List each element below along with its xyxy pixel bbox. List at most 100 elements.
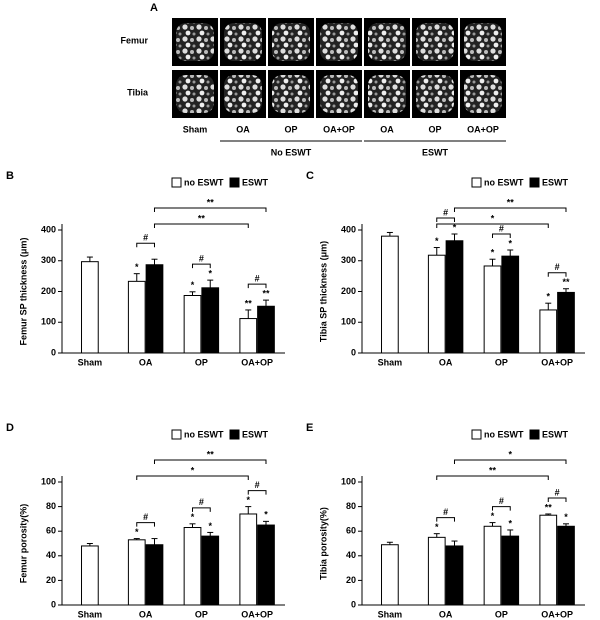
- bar: [483, 265, 502, 354]
- significance-marker: *: [508, 238, 512, 248]
- significance-bracket: [547, 497, 567, 502]
- significance-marker: **: [245, 298, 253, 308]
- legend-label: no ESWT: [484, 177, 524, 187]
- micro-ct-image: [416, 23, 454, 61]
- legend-swatch: [529, 177, 540, 188]
- y-tick-label: 300: [41, 255, 56, 265]
- micro-ct-image: [320, 75, 358, 113]
- bracket-label: #: [143, 512, 148, 522]
- significance-marker: *: [247, 495, 251, 505]
- significance-bracket: [453, 459, 567, 464]
- x-tick-label: Sham: [78, 357, 103, 367]
- bar: [201, 535, 220, 606]
- y-tick-label: 0: [51, 347, 56, 357]
- bar: [381, 544, 399, 606]
- y-tick-label: 400: [341, 224, 356, 234]
- significance-marker: **: [262, 288, 270, 298]
- micro-ct-image: [320, 23, 358, 61]
- x-tick-label: OP: [495, 609, 508, 619]
- significance-marker: *: [191, 280, 195, 290]
- significance-bracket: [492, 233, 511, 238]
- y-tick-label: 80: [346, 501, 356, 511]
- significance-bracket: [453, 207, 567, 212]
- x-tick-label: OA: [439, 357, 453, 367]
- column-label: OA: [380, 124, 394, 134]
- bar: [145, 544, 164, 606]
- legend-swatch: [529, 429, 540, 440]
- bar: [557, 291, 575, 354]
- micro-ct-image: [176, 23, 214, 61]
- significance-bracket: [136, 475, 249, 480]
- significance-marker: **: [545, 502, 553, 512]
- row-label: Femur: [120, 35, 148, 45]
- significance-marker: *: [508, 518, 512, 528]
- x-tick-label: OA+OP: [541, 357, 573, 367]
- y-tick-label: 60: [346, 526, 356, 536]
- bar: [539, 514, 558, 606]
- significance-marker: *: [491, 248, 495, 258]
- y-tick-label: 20: [346, 575, 356, 585]
- bracket-label: **: [198, 213, 206, 223]
- legend-label: no ESWT: [184, 177, 224, 187]
- bracket-label: #: [443, 507, 448, 517]
- legend-swatch: [171, 177, 182, 188]
- bracket-label: **: [207, 197, 215, 207]
- x-tick-label: OP: [195, 609, 208, 619]
- panel-letter: D: [6, 422, 14, 434]
- bar: [127, 539, 146, 606]
- y-tick-label: 40: [46, 550, 56, 560]
- significance-marker: *: [491, 511, 495, 521]
- micro-ct-image: [224, 75, 262, 113]
- bar: [239, 318, 258, 354]
- bracket-label: **: [507, 197, 515, 207]
- significance-bracket: [247, 490, 267, 495]
- y-tick-label: 0: [351, 347, 356, 357]
- bracket-label: *: [191, 465, 195, 475]
- legend-label: ESWT: [542, 429, 569, 439]
- bar: [183, 294, 202, 354]
- y-tick-label: 20: [46, 575, 56, 585]
- bar: [81, 261, 99, 354]
- significance-marker: *: [135, 527, 139, 537]
- x-tick-label: OA: [139, 609, 153, 619]
- x-tick-label: OA: [439, 609, 453, 619]
- bar: [501, 255, 520, 354]
- bar: [427, 536, 446, 606]
- legend-swatch: [471, 429, 482, 440]
- significance-bracket: [192, 263, 211, 269]
- y-tick-label: 100: [341, 317, 356, 327]
- significance-marker: *: [264, 510, 268, 520]
- bar: [127, 280, 146, 354]
- panel-letter: E: [306, 422, 313, 434]
- y-tick-label: 40: [346, 550, 356, 560]
- legend-label: no ESWT: [484, 429, 524, 439]
- y-tick-label: 100: [341, 476, 356, 486]
- group-label: ESWT: [422, 147, 449, 157]
- significance-bracket: [153, 207, 267, 212]
- bar: [201, 287, 220, 354]
- significance-bracket: [436, 517, 455, 522]
- significance-marker: *: [547, 292, 551, 302]
- x-tick-label: OA+OP: [241, 357, 273, 367]
- legend-swatch: [171, 429, 182, 440]
- significance-bracket: [153, 223, 249, 228]
- x-tick-label: OA+OP: [241, 609, 273, 619]
- column-label: OP: [428, 124, 441, 134]
- column-label: OP: [284, 124, 297, 134]
- bar: [557, 525, 575, 606]
- bracket-label: #: [443, 207, 448, 217]
- significance-marker: *: [208, 268, 212, 278]
- bar: [81, 545, 99, 606]
- significance-bracket: [192, 507, 211, 512]
- panel-letter: B: [6, 170, 14, 182]
- y-tick-label: 100: [41, 317, 56, 327]
- micro-ct-image: [464, 23, 502, 61]
- bracket-label: #: [143, 233, 148, 243]
- legend-label: ESWT: [242, 429, 269, 439]
- bar: [145, 264, 164, 354]
- bar: [445, 545, 464, 606]
- bar: [183, 527, 202, 606]
- micro-ct-image: [272, 23, 310, 61]
- x-tick-label: Sham: [378, 357, 403, 367]
- x-tick-label: OA: [139, 357, 153, 367]
